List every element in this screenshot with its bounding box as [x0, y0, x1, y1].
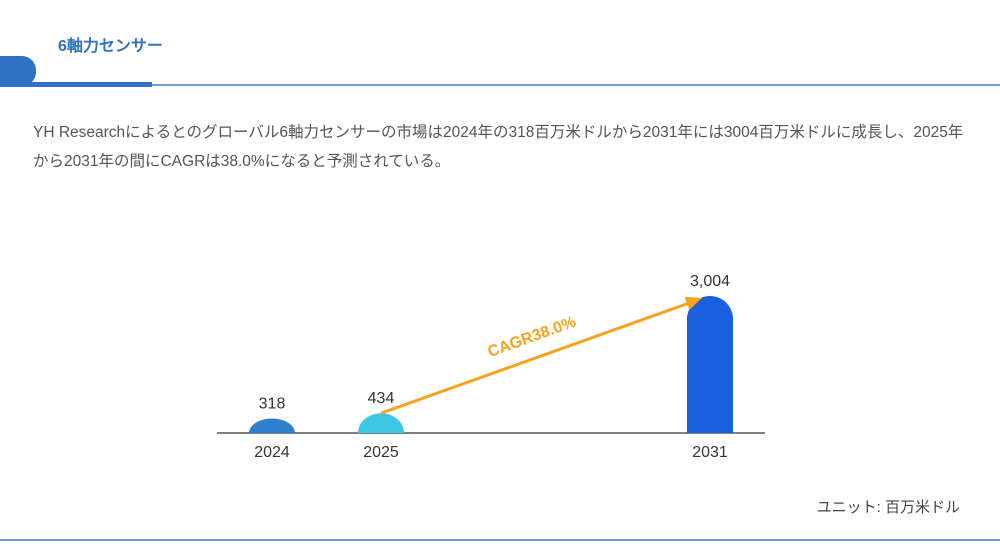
section-title: 6軸力センサー — [58, 38, 163, 55]
value-label-2031: 3,004 — [690, 273, 730, 290]
value-label-2024: 318 — [259, 395, 286, 412]
bar-2025 — [358, 413, 404, 433]
x-tick-label-2025: 2025 — [363, 444, 399, 461]
cagr-annotation: CAGR38.0% — [486, 314, 579, 361]
x-tick-label-2031: 2031 — [692, 444, 728, 461]
header-accent-line — [0, 82, 152, 87]
value-label-2025: 434 — [368, 390, 395, 407]
header-divider — [152, 84, 1000, 86]
market-description: YH Researchによるとのグローバル6軸力センサーの市場は2024年の31… — [33, 124, 964, 170]
header-tab-decoration — [0, 56, 36, 86]
cagr-arrow-line — [380, 300, 693, 415]
unit-label: ユニット: 百万米ドル — [816, 499, 960, 516]
x-tick-label-2024: 2024 — [254, 444, 290, 461]
bottom-divider — [0, 539, 1000, 541]
bar-2024 — [249, 418, 295, 433]
cagr-arrow-head — [684, 296, 702, 310]
bar-2031 — [687, 296, 733, 433]
